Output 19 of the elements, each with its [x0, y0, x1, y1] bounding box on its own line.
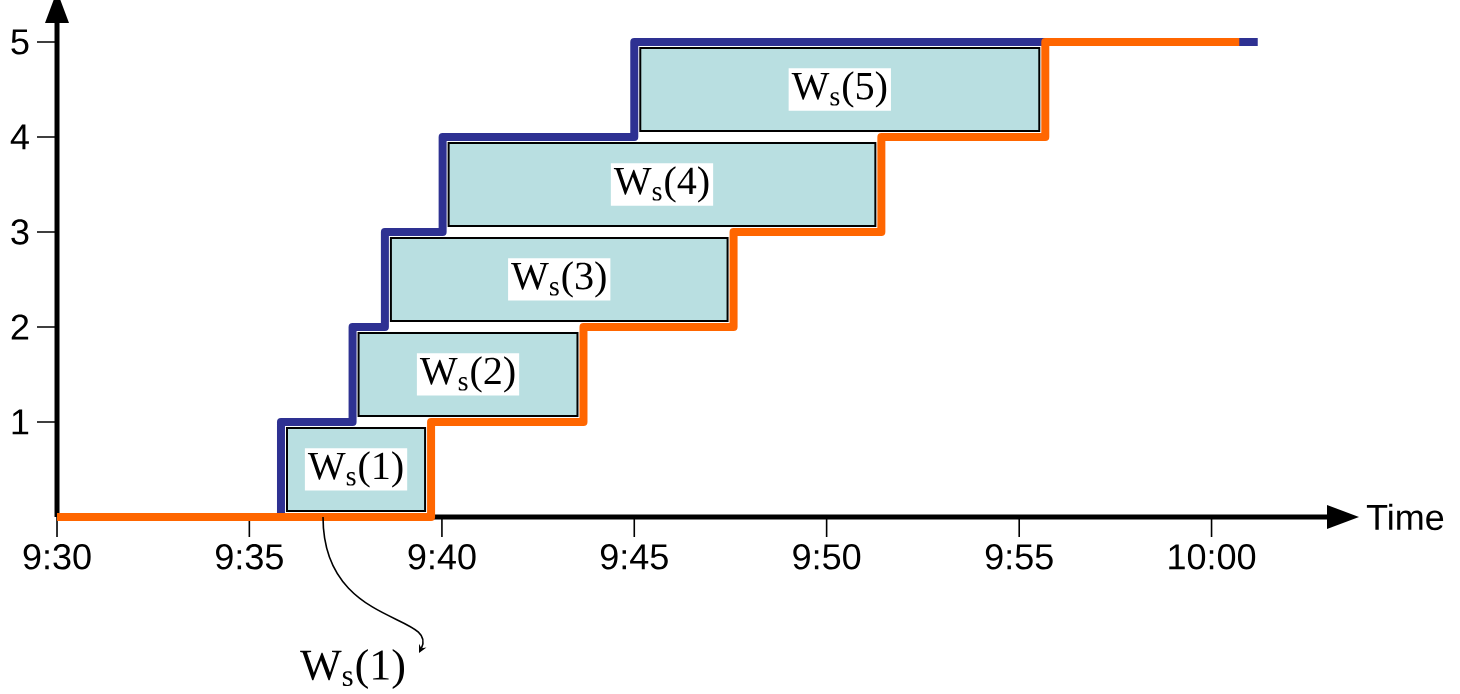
x-tick-label: 9:45: [600, 544, 668, 570]
x-tick-label: 9:55: [985, 544, 1053, 570]
y-tick-label: 4: [10, 124, 29, 150]
annotation: W$_{s}$(5): [791, 71, 887, 108]
y-tick-label: 2: [11, 314, 29, 340]
x-tick-label: 9:35: [216, 544, 283, 570]
annotation: W$_{s}$(2): [419, 356, 515, 393]
annotation: W$_{s}$(4): [613, 166, 709, 203]
annotation: W$_{s}$(1): [307, 451, 403, 488]
x-tick-label: 9:50: [793, 544, 861, 570]
x-tick-label: 9:30: [23, 544, 91, 570]
y-tick-label: 3: [11, 219, 29, 245]
y-tick-label: 1: [12, 409, 29, 435]
x-tick-label: 9:40: [408, 544, 476, 570]
annotation: W$_{s}$(3): [511, 261, 606, 298]
text: W$_{s}$(1): [300, 649, 405, 689]
x-tick-label: 10:00: [1169, 544, 1256, 570]
x-axis-title: Time: [1366, 503, 1444, 531]
y-tick-label: 5: [11, 29, 29, 55]
